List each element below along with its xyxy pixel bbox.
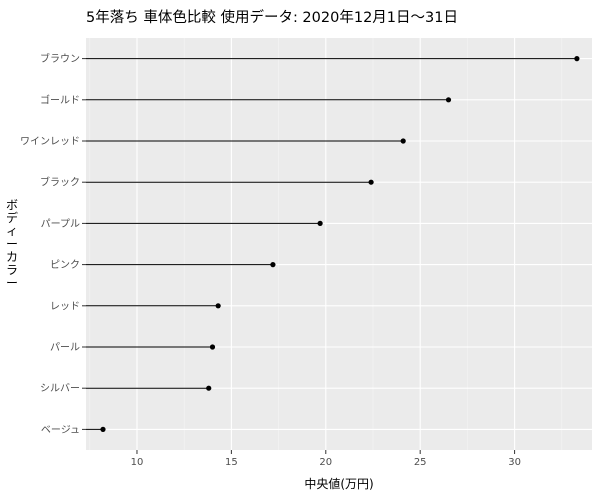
plot-panel	[86, 38, 592, 450]
y-tick-label: パープル	[41, 218, 80, 230]
x-tick-label: 10	[131, 457, 144, 468]
x-tick-label: 30	[508, 457, 521, 468]
minor-gridlines	[89, 38, 563, 450]
x-axis-title: 中央値(万円)	[304, 476, 373, 491]
lollipop-point	[445, 97, 452, 103]
y-axis-title: ボディーカラー	[6, 198, 18, 290]
data-marks	[86, 56, 580, 432]
x-tick-label: 15	[225, 457, 238, 468]
x-axis: 10 15 20 25 30	[131, 450, 521, 468]
lollipop-point	[317, 220, 323, 226]
y-tick-label: レッド	[50, 301, 80, 312]
lollipop-point	[209, 344, 216, 350]
y-tick-label: ゴールド	[40, 93, 80, 106]
lollipop-point	[270, 262, 276, 268]
lollipop-point	[574, 56, 580, 62]
x-tick-label: 25	[414, 457, 427, 468]
lollipop-point	[400, 138, 406, 144]
lollipop-point	[215, 303, 221, 309]
lollipop-point	[100, 426, 106, 432]
y-tick-label: ピンク	[50, 259, 80, 271]
y-tick-label: パール	[50, 342, 80, 354]
x-tick-label: 20	[319, 457, 332, 468]
y-tick-label: ワインレッド	[20, 137, 80, 148]
y-tick-label: ブラック	[40, 176, 80, 189]
lollipop-point	[206, 385, 212, 391]
y-tick-label: シルバー	[40, 383, 80, 395]
y-tick-label: ブラウン	[40, 52, 80, 65]
lollipop-point	[368, 179, 374, 185]
chart-title: 5年落ち 車体色比較 使用データ: 2020年12月1日～31日	[86, 8, 458, 26]
y-tick-label: ベージュ	[41, 424, 80, 436]
